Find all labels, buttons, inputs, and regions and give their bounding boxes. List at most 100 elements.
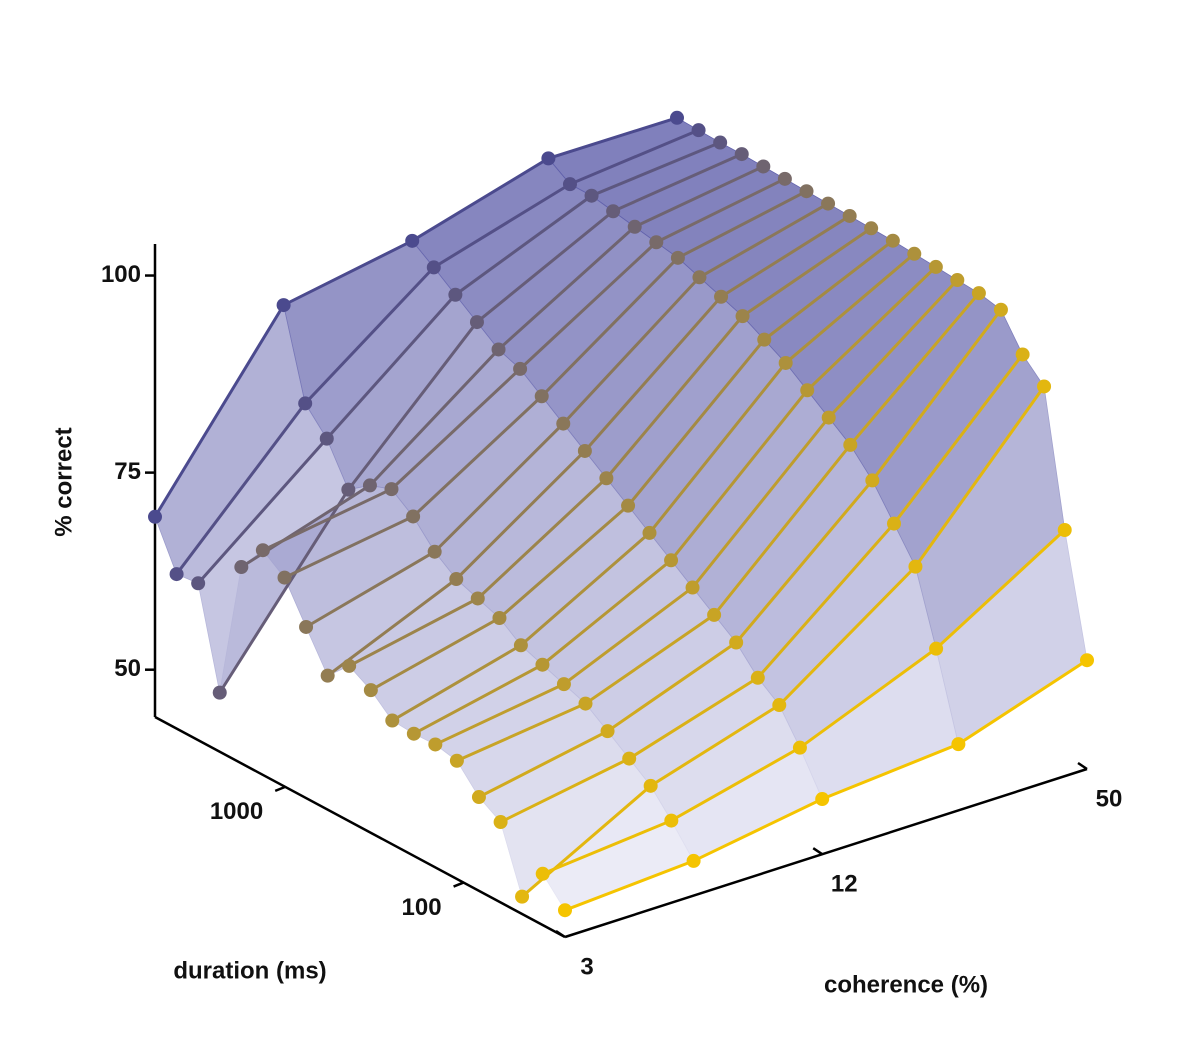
- data-point: [513, 361, 528, 376]
- data-point: [929, 641, 944, 656]
- z-axis-label: % correct: [50, 427, 77, 536]
- data-point: [556, 416, 571, 431]
- data-point: [864, 221, 879, 236]
- duration-axis-label: duration (ms): [173, 957, 326, 984]
- coherence-axis: [564, 767, 1088, 939]
- data-point: [908, 559, 923, 574]
- data-point: [777, 171, 792, 186]
- data-point: [599, 471, 614, 486]
- data-point: [449, 753, 464, 768]
- data-point: [578, 696, 593, 711]
- data-point: [1057, 523, 1072, 538]
- data-point: [470, 591, 485, 606]
- data-point: [621, 498, 636, 513]
- coherence-tick: [812, 847, 823, 856]
- data-point: [815, 792, 830, 807]
- data-point: [493, 815, 508, 830]
- duration-tick-label: 1000: [210, 798, 263, 825]
- data-point: [535, 657, 550, 672]
- data-point: [535, 866, 550, 881]
- data-point: [843, 437, 858, 452]
- data-point: [735, 309, 750, 324]
- data-point: [792, 740, 807, 755]
- data-point: [707, 607, 722, 622]
- data-point: [449, 572, 464, 587]
- data-point: [148, 509, 162, 524]
- data-point: [692, 270, 707, 285]
- data-point: [685, 580, 700, 595]
- data-point: [799, 184, 814, 199]
- duration-axis: [154, 715, 566, 939]
- data-point: [664, 813, 679, 828]
- data-point: [515, 889, 530, 904]
- data-point: [691, 123, 706, 138]
- data-point: [821, 196, 836, 211]
- data-point: [778, 355, 793, 370]
- data-point: [234, 560, 249, 575]
- data-point: [406, 509, 421, 524]
- data-point: [362, 478, 377, 493]
- data-point: [886, 516, 901, 531]
- data-point: [757, 332, 772, 347]
- data-point: [664, 553, 679, 568]
- data-point: [643, 778, 658, 793]
- data-point: [534, 389, 549, 404]
- z-tick-label: 75: [114, 458, 141, 485]
- data-point: [772, 698, 787, 713]
- coherence-tick: [1077, 761, 1088, 771]
- data-point: [513, 638, 528, 653]
- data-point: [714, 289, 729, 304]
- data-point: [299, 619, 314, 634]
- data-point: [950, 273, 965, 288]
- data-point: [885, 233, 900, 248]
- data-point: [491, 342, 506, 357]
- data-point: [600, 724, 615, 739]
- data-point: [670, 250, 685, 265]
- data-point: [558, 903, 572, 918]
- data-point: [821, 410, 836, 425]
- data-point: [298, 396, 313, 411]
- data-point: [562, 177, 577, 192]
- data-point: [406, 726, 421, 741]
- data-point: [606, 204, 621, 219]
- data-point: [385, 713, 400, 728]
- data-point: [951, 737, 966, 752]
- data-point: [670, 110, 684, 125]
- data-point: [255, 543, 270, 558]
- data-point: [492, 610, 507, 625]
- data-point: [577, 443, 592, 458]
- data-point: [169, 567, 184, 582]
- data-point: [319, 431, 334, 446]
- data-point: [341, 482, 356, 497]
- data-point: [363, 683, 378, 698]
- data-point: [276, 298, 291, 313]
- data-point: [342, 658, 357, 673]
- data-point: [800, 383, 815, 398]
- data-point: [191, 576, 206, 591]
- data-point: [448, 287, 463, 302]
- data-point: [686, 853, 701, 868]
- data-point: [556, 677, 571, 692]
- data-point: [865, 473, 880, 488]
- data-point: [756, 159, 771, 174]
- data-point: [729, 635, 744, 650]
- data-point: [713, 135, 728, 150]
- data-point: [993, 302, 1008, 317]
- data-point: [212, 685, 227, 700]
- coherence-tick-label: 50: [1096, 785, 1123, 812]
- data-point: [971, 286, 986, 301]
- coherence-axis-label: coherence (%): [824, 971, 988, 998]
- data-point: [428, 737, 443, 752]
- data-point: [627, 219, 642, 234]
- data-point: [320, 668, 335, 683]
- duration-tick-label: 100: [402, 894, 442, 921]
- data-point: [1015, 347, 1030, 362]
- coherence-tick-label: 3: [580, 953, 593, 980]
- coherence-tick: [555, 929, 566, 939]
- data-point: [541, 151, 556, 166]
- data-point: [750, 670, 765, 685]
- data-point: [384, 482, 399, 497]
- coherence-tick-label: 12: [831, 871, 858, 898]
